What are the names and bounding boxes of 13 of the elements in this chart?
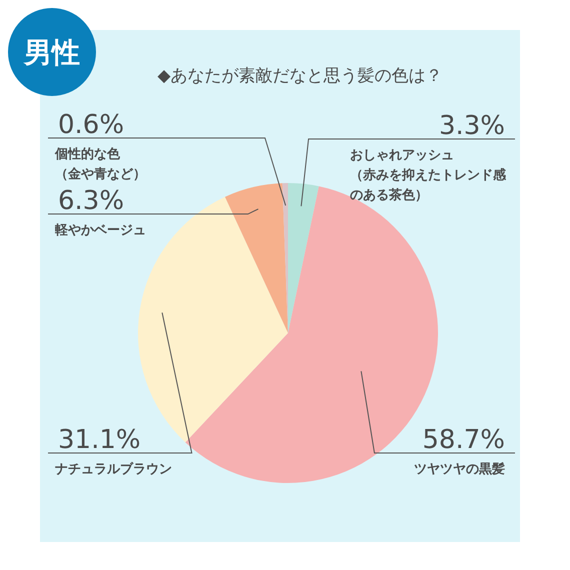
slice-label: 個性的な色（金や青など） (54, 147, 146, 182)
data-label: 58.7% (422, 425, 505, 455)
data-label: 31.1% (58, 425, 141, 455)
slice-label: おしゃれアッシュ（赤みを抑えたトレンド感のある茶色） (350, 148, 507, 204)
data-label: 3.3% (438, 111, 505, 142)
chart-subtitle: 男性 (23, 36, 80, 69)
badge: 男性 (8, 8, 96, 96)
slice-label: ツヤツヤの黒髪 (414, 461, 505, 477)
chart-title: ◆あなたが素敵だなと思う髪の色は？ (157, 66, 443, 86)
slice-label: 軽やかベージュ (54, 223, 146, 238)
data-label: 6.3% (58, 186, 124, 216)
data-label: 0.6% (58, 110, 124, 140)
slice-label: ナチュラルブラウン (55, 461, 172, 477)
